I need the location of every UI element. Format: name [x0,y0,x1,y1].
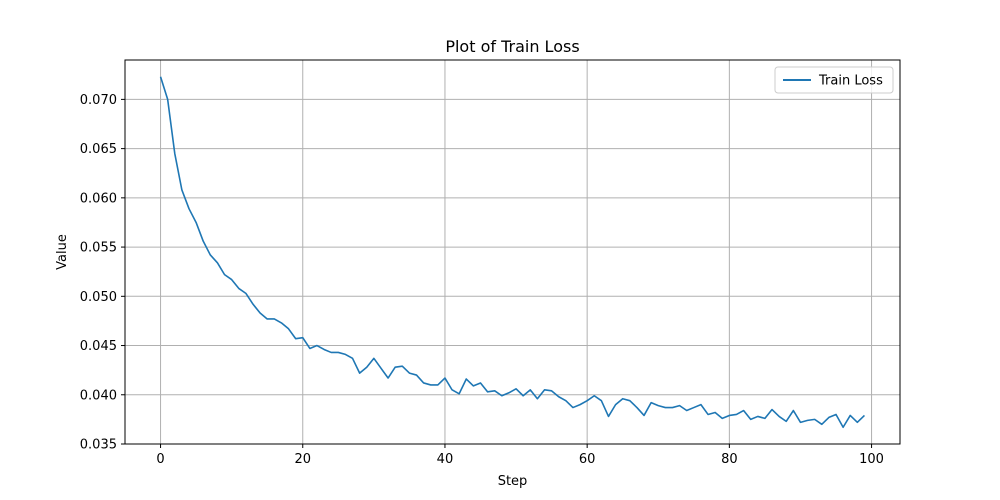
y-tick-label: 0.065 [80,142,117,157]
plot-area-frame [124,59,901,445]
y-tick-label: 0.060 [80,191,117,206]
legend: Train Loss [774,66,894,94]
x-tick-label: 40 [437,452,454,467]
x-tick-label: 80 [721,452,738,467]
x-tick-label: 60 [579,452,596,467]
x-tick-label: 0 [156,452,164,467]
y-axis-title: Value [55,234,70,270]
chart-title: Plot of Train Loss [445,37,579,56]
series-line-train-loss [159,76,866,429]
legend-label: Train Loss [818,74,883,89]
series-layer [159,76,866,429]
y-tick-label: 0.070 [80,93,117,108]
x-tick-label: 100 [859,452,884,467]
x-tick-label: 20 [294,452,311,467]
y-tick-label: 0.045 [80,339,117,354]
y-tick-label: 0.035 [80,438,117,453]
axis-ticks: 0 20 40 60 80 100 0.035 0.040 0.045 0.050 0.055 0.0… [80,93,884,467]
y-tick-label: 0.050 [80,290,117,305]
y-tick-label: 0.040 [80,388,117,403]
y-tick-label: 0.055 [80,241,117,256]
legend-box [774,66,894,94]
x-axis-title: Step [498,474,528,489]
